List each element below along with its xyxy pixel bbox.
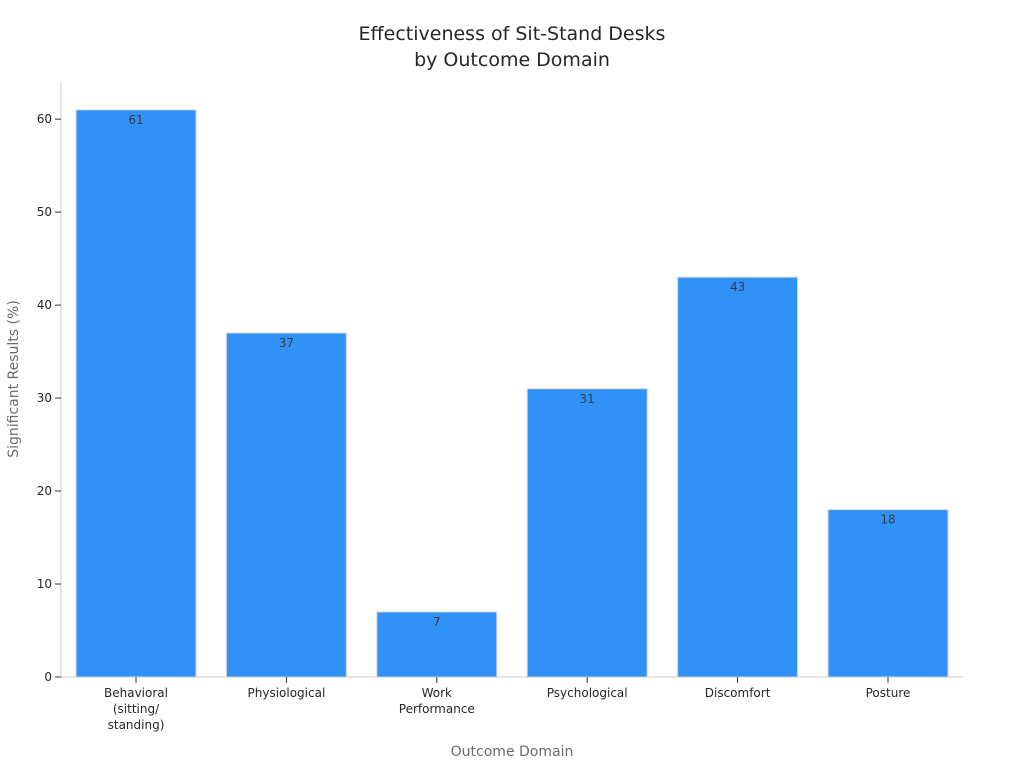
- bar: [526, 388, 648, 678]
- y-tick-label: 30: [37, 391, 52, 405]
- bar: [75, 109, 197, 678]
- x-axis: Behavioral (sitting/standing) Physiologica…: [61, 676, 963, 732]
- x-tick-label: Behavioral (sitting/standing): [104, 686, 168, 732]
- x-tick-label: Physiological: [248, 686, 326, 700]
- bar-data-label: 37: [279, 336, 294, 350]
- x-tick-label: Work Performance: [399, 686, 475, 716]
- bar: [827, 509, 949, 678]
- chart-title-line: Effectiveness of Sit-Stand Desks: [359, 23, 666, 45]
- y-tick-label: 40: [37, 298, 52, 312]
- y-tick-label: 10: [37, 577, 52, 591]
- y-tick-label: 20: [37, 484, 52, 498]
- bar: [225, 332, 347, 678]
- bar-data-label: 18: [880, 513, 895, 527]
- bar-data-label: 43: [730, 280, 745, 294]
- plot-area: 61 37 7 31 43 18: [75, 109, 949, 678]
- bar-data-label: 61: [128, 113, 143, 127]
- x-tick-label: Discomfort: [705, 686, 771, 700]
- y-axis-label: Significant Results (%): [6, 300, 22, 458]
- x-tick-label: Posture: [866, 686, 911, 700]
- x-tick-label: Psychological: [547, 686, 628, 700]
- y-tick-label: 50: [37, 205, 52, 219]
- y-tick-label: 0: [44, 670, 52, 684]
- bar: [376, 611, 498, 678]
- bar: [677, 276, 799, 678]
- y-axis: 0 10 20 30 40 50 60: [37, 81, 62, 684]
- bar-data-label: 31: [580, 392, 595, 406]
- y-tick-label: 60: [37, 112, 52, 126]
- x-axis-label: Outcome Domain: [451, 744, 574, 760]
- chart-title-line: by Outcome Domain: [414, 49, 610, 71]
- bar-data-label: 7: [433, 615, 441, 629]
- chart-title: Effectiveness of Sit-Stand Desks by Outco…: [359, 23, 666, 71]
